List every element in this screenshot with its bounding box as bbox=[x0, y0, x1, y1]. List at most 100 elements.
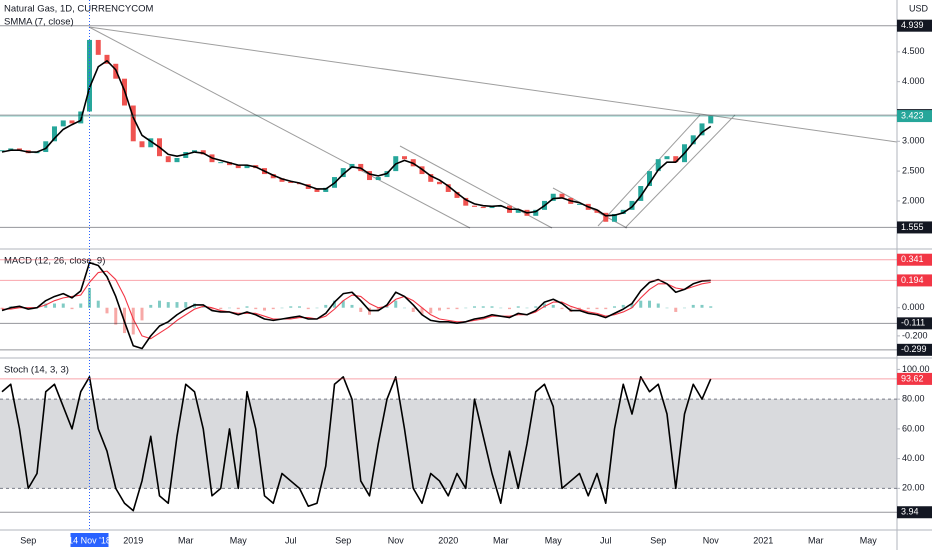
histogram-bar bbox=[525, 307, 529, 309]
candle bbox=[69, 120, 75, 124]
histogram-bar bbox=[341, 300, 345, 308]
candle bbox=[402, 156, 407, 160]
candle bbox=[17, 148, 22, 151]
x-tick-label: Jul bbox=[600, 535, 612, 545]
candle bbox=[489, 206, 495, 209]
histogram-bar bbox=[516, 306, 520, 308]
histogram-bar bbox=[490, 306, 494, 308]
candle bbox=[279, 178, 285, 182]
y-tick-label: 3.000 bbox=[902, 136, 925, 146]
candle bbox=[323, 187, 329, 192]
y-tick-label: 40.00 bbox=[902, 453, 925, 463]
histogram-bar bbox=[324, 304, 328, 308]
histogram-bar bbox=[105, 307, 109, 314]
histogram-bar bbox=[184, 302, 188, 308]
indicator-title: Stoch (14, 3, 3) bbox=[4, 365, 69, 376]
candle bbox=[375, 177, 381, 181]
x-tick-label: Mar bbox=[808, 535, 824, 545]
candle bbox=[130, 105, 136, 142]
candle bbox=[708, 116, 714, 124]
histogram-bar bbox=[210, 307, 214, 311]
x-tick-label: May bbox=[860, 535, 878, 545]
candle bbox=[463, 197, 469, 206]
indicator-title: MACD (12, 26, close, 9) bbox=[4, 256, 105, 267]
histogram-bar bbox=[595, 307, 599, 310]
histogram-bar bbox=[149, 304, 153, 308]
histogram-bar bbox=[333, 300, 336, 308]
histogram-bar bbox=[44, 303, 48, 308]
y-tick-label: 2.500 bbox=[902, 165, 925, 175]
candle bbox=[200, 150, 206, 155]
histogram-bar bbox=[473, 306, 476, 308]
histogram-bar bbox=[438, 307, 441, 311]
level-label: -0.299 bbox=[901, 344, 927, 354]
x-tick-label: Sep bbox=[650, 535, 666, 545]
candle bbox=[148, 138, 154, 148]
candle bbox=[690, 135, 696, 145]
candle bbox=[699, 123, 705, 136]
band-fill bbox=[0, 399, 897, 489]
level-tag bbox=[897, 110, 932, 123]
candle bbox=[638, 186, 644, 201]
candle bbox=[227, 162, 232, 166]
candle bbox=[235, 165, 241, 169]
histogram-bar bbox=[263, 307, 266, 311]
histogram-bar bbox=[385, 306, 389, 308]
trend-line bbox=[624, 114, 736, 229]
y-tick-label: -0.200 bbox=[902, 330, 928, 340]
candle bbox=[95, 39, 101, 55]
candle bbox=[445, 184, 451, 192]
x-tick-label: Mar bbox=[493, 535, 509, 545]
level-label: 1.555 bbox=[901, 222, 924, 232]
candle bbox=[577, 203, 582, 205]
histogram-bar bbox=[140, 307, 144, 321]
level-tag bbox=[897, 19, 932, 32]
x-tick-label: Sep bbox=[20, 535, 36, 545]
histogram-bar bbox=[376, 307, 380, 311]
level-label: 0.194 bbox=[901, 275, 924, 285]
histogram-bar bbox=[446, 307, 450, 310]
candle bbox=[594, 209, 600, 213]
crosshair-tag bbox=[70, 533, 109, 547]
level-tag bbox=[897, 372, 932, 385]
level-label: 4.939 bbox=[901, 20, 924, 30]
trend-line bbox=[597, 114, 701, 227]
histogram-bar bbox=[403, 307, 406, 309]
histogram-bar bbox=[359, 307, 363, 312]
candle bbox=[629, 200, 635, 210]
symbol-title: Natural Gas, 1D, CURRENCYCOM bbox=[4, 4, 153, 15]
histogram-bar bbox=[455, 307, 459, 310]
level-tag bbox=[897, 221, 932, 234]
x-tick-label: Mar bbox=[178, 535, 194, 545]
candle bbox=[288, 181, 294, 184]
histogram-bar bbox=[656, 303, 660, 308]
candle bbox=[60, 120, 66, 127]
x-tick-label: 14 Nov '18 bbox=[68, 535, 111, 545]
level-tag bbox=[897, 506, 932, 519]
candle bbox=[472, 205, 477, 207]
level-label: 0.341 bbox=[901, 254, 924, 264]
histogram-bar bbox=[53, 303, 56, 308]
x-tick-label: 2019 bbox=[123, 535, 143, 545]
histogram-bar bbox=[674, 307, 678, 312]
level-label: 3.94 bbox=[901, 507, 919, 517]
candle bbox=[174, 157, 180, 163]
histogram-bar bbox=[350, 304, 354, 308]
histogram-bar bbox=[245, 306, 249, 308]
histogram-bar bbox=[604, 307, 608, 310]
level-label: -0.111 bbox=[901, 318, 925, 328]
x-tick-label: Nov bbox=[703, 535, 720, 545]
x-tick-label: 2020 bbox=[438, 535, 458, 545]
candle bbox=[550, 193, 556, 201]
histogram-bar bbox=[700, 304, 704, 308]
x-tick-label: Jul bbox=[285, 535, 297, 545]
line-series bbox=[1, 60, 712, 217]
candle bbox=[165, 156, 171, 163]
legend-entry: SMMA (7, close) bbox=[4, 17, 74, 28]
trend-line bbox=[88, 26, 898, 143]
level-label: 3.423 bbox=[901, 110, 924, 120]
histogram-bar bbox=[158, 300, 161, 308]
y-tick-label: 80.00 bbox=[902, 394, 925, 404]
candle bbox=[480, 206, 486, 209]
